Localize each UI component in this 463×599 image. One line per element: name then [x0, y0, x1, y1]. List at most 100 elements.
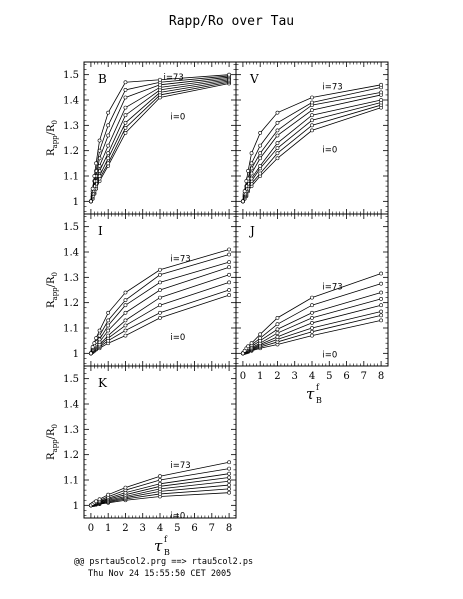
y-tick-label: 1 — [73, 197, 79, 208]
x-tick-label: 3 — [292, 371, 298, 382]
y-tick-label: 1.3 — [63, 273, 79, 284]
data-point — [244, 179, 249, 183]
data-point — [227, 475, 231, 480]
data-point — [227, 272, 231, 277]
x-tick-label: 5 — [174, 523, 180, 534]
data-point — [275, 110, 280, 115]
data-point — [310, 113, 314, 118]
annotation-i73: i=73 — [170, 255, 190, 265]
data-point — [249, 161, 254, 166]
annotation-i73: i=73 — [170, 461, 190, 471]
data-point — [275, 327, 280, 332]
y-tick-label: 1.4 — [63, 248, 79, 259]
x-axis-label-sup: f — [316, 383, 320, 392]
data-point — [379, 309, 383, 314]
data-point — [242, 348, 247, 353]
data-point — [123, 105, 128, 110]
data-point — [158, 481, 162, 486]
x-tick-label: 1 — [257, 371, 263, 382]
annotation-i0: i=0 — [322, 145, 337, 155]
data-point — [275, 141, 280, 145]
y-tick-label: 1 — [73, 501, 79, 512]
footer-program-line: @@ psrtau5col2.prg ==> rtau5col2.ps — [74, 557, 254, 567]
panel-J: 0 1 2 3 4 5 6 7 8 Ji=73 i=0 τ fB — [235, 213, 389, 405]
data-point — [249, 341, 254, 346]
data-point — [379, 303, 383, 308]
data-point — [227, 479, 231, 484]
y-tick-label: 1 — [73, 349, 79, 360]
x-tick-label: 1 — [105, 523, 111, 534]
y-tick-label: 1.2 — [63, 146, 79, 157]
data-point — [106, 151, 111, 156]
data-point — [246, 344, 250, 349]
data-point — [227, 280, 231, 285]
data-point — [310, 100, 314, 105]
series-line — [90, 83, 230, 202]
series-line — [90, 81, 230, 202]
y-tick-label: 1.3 — [63, 121, 79, 132]
data-point — [275, 128, 280, 133]
data-point — [94, 161, 98, 166]
y-tick-label: 1.4 — [63, 400, 79, 411]
annotation-i73: i=73 — [322, 283, 342, 293]
data-point — [123, 303, 128, 308]
y-tick-label: 1.3 — [63, 425, 79, 436]
data-point — [275, 120, 280, 125]
data-point — [379, 271, 383, 276]
series-line — [90, 266, 230, 354]
data-point — [158, 315, 162, 320]
data-point — [310, 295, 314, 300]
data-point — [310, 315, 314, 320]
x-axis-label: τ — [154, 537, 163, 555]
data-point — [123, 328, 128, 333]
x-axis-label-sup: f — [164, 535, 168, 544]
data-point — [246, 169, 250, 173]
data-point — [158, 267, 162, 272]
x-tick-label: 6 — [191, 523, 197, 534]
data-point — [158, 478, 162, 482]
data-point — [92, 341, 97, 346]
data-point — [310, 123, 314, 128]
data-point — [106, 492, 111, 497]
y-tick-label: 1.5 — [63, 70, 79, 81]
x-axis-label-sub: B — [164, 548, 170, 557]
data-point — [227, 265, 231, 270]
data-point — [275, 156, 280, 161]
data-point — [310, 108, 314, 113]
data-point — [241, 351, 245, 356]
data-point — [258, 336, 263, 341]
data-point — [106, 161, 111, 166]
data-point — [242, 189, 247, 194]
data-point — [258, 171, 263, 176]
series-line — [242, 102, 382, 202]
annotation-i0: i=0 — [170, 511, 185, 521]
x-tick-label: 5 — [326, 371, 332, 382]
annotation-i0: i=0 — [170, 112, 185, 122]
y-tick-label: 1.1 — [63, 476, 79, 487]
panel-label: I — [98, 224, 103, 238]
data-point — [310, 128, 314, 133]
panel-label: B — [98, 72, 107, 86]
series-line — [90, 249, 230, 354]
data-point — [227, 72, 231, 77]
data-point — [123, 131, 128, 135]
y-tick-label: 1.1 — [63, 172, 79, 183]
data-point — [227, 466, 231, 471]
panel-I: 1 1.1 1.2 1.3 1.4 1.5 Ii=73 i=0 Rapp/R0 — [46, 213, 237, 367]
data-point — [123, 80, 128, 85]
data-point — [89, 351, 93, 356]
x-tick-label: 6 — [343, 371, 349, 382]
y-tick-label: 1.5 — [63, 222, 79, 233]
data-point — [275, 151, 280, 156]
y-axis-label: Rapp/R0 — [46, 272, 59, 308]
data-point — [106, 143, 111, 148]
y-tick-label: 1.4 — [63, 96, 79, 107]
footer-timestamp: Thu Nov 24 15:55:50 CET 2005 — [88, 569, 232, 579]
data-point — [310, 326, 314, 330]
data-point — [94, 336, 98, 341]
data-point — [258, 163, 263, 168]
data-point — [106, 333, 111, 338]
data-point — [227, 252, 231, 257]
data-point — [106, 156, 111, 161]
